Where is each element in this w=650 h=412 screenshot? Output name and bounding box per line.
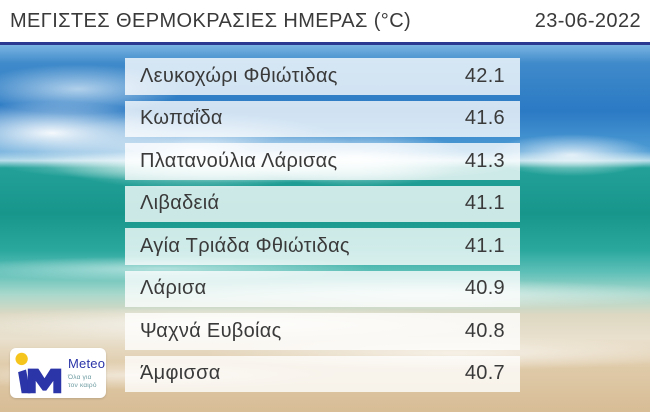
station-name: Λιβαδειά <box>140 192 220 215</box>
logo-tagline-line2: τον καιρό <box>68 381 97 389</box>
meteo-logo: Meteo Όλα για τον καιρό <box>10 348 106 398</box>
station-name: Κωπαΐδα <box>140 107 223 130</box>
temperature-value: 41.1 <box>464 192 505 215</box>
temperature-value: 42.1 <box>464 64 505 87</box>
temperature-value: 40.7 <box>464 362 505 385</box>
temperature-value: 41.1 <box>464 234 505 257</box>
date-label: 23-06-2022 <box>534 9 641 32</box>
temperature-table: Λευκοχώρι Φθιώτιδας 42.1 Κωπαΐδα 41.6 Πλ… <box>125 58 520 392</box>
header: ΜΕΓΙΣΤΕΣ ΘΕΡΜΟΚΡΑΣΙΕΣ ΗΜΕΡΑΣ (°C) 23-06-… <box>0 0 650 45</box>
station-name: Πλατανούλια Λάρισας <box>140 149 338 172</box>
temperature-value: 40.8 <box>464 319 505 342</box>
table-row: Λιβαδειά 41.1 <box>125 185 520 222</box>
logo-text: Meteo Όλα για τον καιρό <box>68 357 105 389</box>
table-row: Λευκοχώρι Φθιώτιδας 42.1 <box>125 58 520 95</box>
logo-tagline-line1: Όλα για <box>68 374 92 381</box>
page-title: ΜΕΓΙΣΤΕΣ ΘΕΡΜΟΚΡΑΣΙΕΣ ΗΜΕΡΑΣ (°C) <box>10 9 412 32</box>
table-row: Αγία Τριάδα Φθιώτιδας 41.1 <box>125 228 520 265</box>
temperature-value: 40.9 <box>464 277 505 300</box>
station-name: Ψαχνά Ευβοίας <box>140 319 282 342</box>
logo-tagline: Όλα για τον καιρό <box>68 374 105 389</box>
logo-brand: Meteo <box>68 356 106 371</box>
station-name: Άμφισσα <box>140 362 221 385</box>
temperature-value: 41.3 <box>464 149 505 172</box>
table-row: Ψαχνά Ευβοίας 40.8 <box>125 313 520 350</box>
table-row: Άμφισσα 40.7 <box>125 355 520 392</box>
temperature-value: 41.6 <box>464 107 505 130</box>
table-row: Κωπαΐδα 41.6 <box>125 100 520 137</box>
station-name: Αγία Τριάδα Φθιώτιδας <box>140 234 350 257</box>
table-row: Πλατανούλια Λάρισας 41.3 <box>125 143 520 180</box>
station-name: Λάρισα <box>140 277 207 300</box>
station-name: Λευκοχώρι Φθιώτιδας <box>140 64 338 87</box>
table-row: Λάρισα 40.9 <box>125 270 520 307</box>
meteo-m-icon <box>15 352 62 394</box>
